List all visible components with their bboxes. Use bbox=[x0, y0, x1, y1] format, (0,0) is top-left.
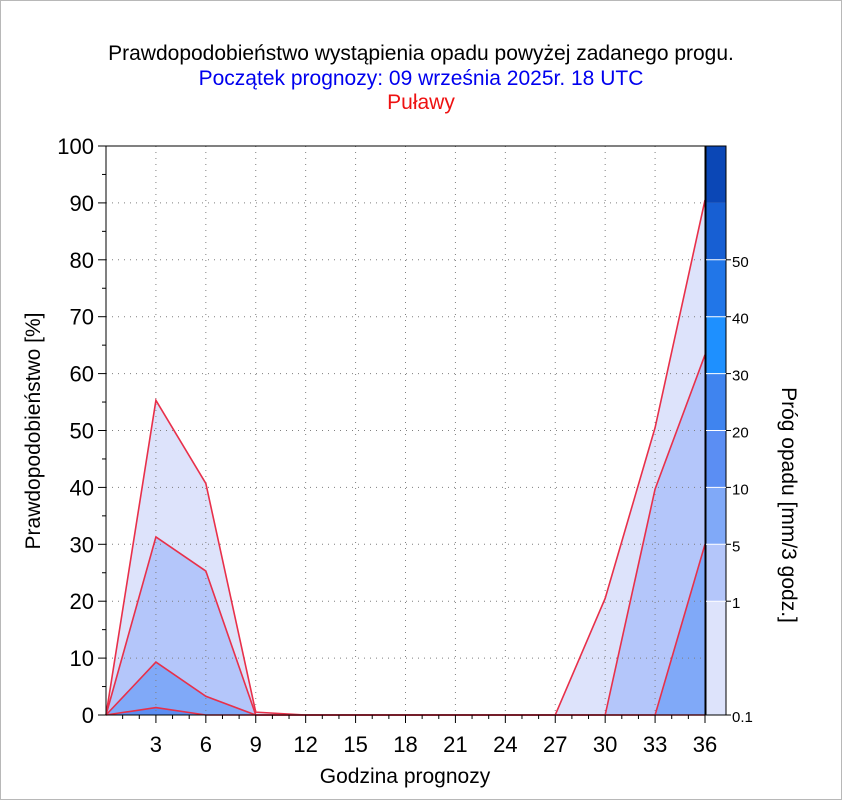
chart-location: Puławy bbox=[387, 91, 455, 114]
colorbar-tick-label: 5 bbox=[732, 538, 740, 555]
colorbar-tick-label: 0.1 bbox=[732, 709, 753, 726]
y-tick-label: 0 bbox=[82, 703, 94, 728]
colorbar-tick-label: 10 bbox=[732, 481, 749, 498]
x-tick-label: 15 bbox=[343, 732, 367, 757]
x-tick-label: 9 bbox=[250, 732, 262, 757]
y-tick-label: 60 bbox=[70, 362, 94, 387]
colorbar-segment bbox=[706, 316, 726, 374]
colorbar-segment bbox=[706, 259, 726, 317]
colorbar-segment bbox=[706, 544, 726, 602]
colorbar-tick-label: 1 bbox=[732, 595, 740, 612]
x-tick-label: 24 bbox=[493, 732, 517, 757]
colorbar-tick-label: 30 bbox=[732, 368, 749, 385]
y-tick-label: 100 bbox=[57, 134, 94, 159]
colorbar-tick-label: 40 bbox=[732, 311, 749, 328]
area-threshold-5 bbox=[106, 544, 705, 715]
x-tick-label: 27 bbox=[543, 732, 567, 757]
x-axis-label: Godzina prognozy bbox=[320, 765, 491, 788]
colorbar-segment bbox=[706, 601, 726, 715]
x-tick-label: 21 bbox=[443, 732, 467, 757]
x-tick-label: 18 bbox=[393, 732, 417, 757]
y-tick-label: 10 bbox=[70, 646, 94, 671]
x-tick-label: 3 bbox=[150, 732, 162, 757]
colorbar-segment bbox=[706, 430, 726, 488]
colorbar-segment bbox=[706, 373, 726, 431]
chart-subtitle: Początek prognozy: 09 września 2025r. 18… bbox=[198, 67, 644, 90]
colorbar-segment bbox=[706, 202, 726, 260]
colorbar-segment bbox=[706, 487, 726, 545]
y-tick-label: 40 bbox=[70, 475, 94, 500]
x-tick-label: 30 bbox=[593, 732, 617, 757]
y-tick-label: 70 bbox=[70, 305, 94, 330]
y-tick-label: 50 bbox=[70, 419, 94, 444]
colorbar-label: Próg opadu [mm/3 godz.] bbox=[777, 387, 800, 623]
colorbar-segment bbox=[706, 146, 726, 203]
x-tick-label: 36 bbox=[693, 732, 717, 757]
colorbar-tick-label: 20 bbox=[732, 425, 749, 442]
x-tick-label: 33 bbox=[643, 732, 667, 757]
y-tick-label: 90 bbox=[70, 191, 94, 216]
y-tick-label: 80 bbox=[70, 248, 94, 273]
y-tick-label: 20 bbox=[70, 589, 94, 614]
colorbar-tick-label: 50 bbox=[732, 254, 749, 271]
x-tick-label: 6 bbox=[200, 732, 212, 757]
y-tick-label: 30 bbox=[70, 532, 94, 557]
area-threshold-10 bbox=[106, 707, 705, 715]
y-axis-label: Prawdopodobieństwo [%] bbox=[22, 313, 45, 550]
chart-title: Prawdopodobieństwo wystąpienia opadu pow… bbox=[108, 42, 734, 65]
x-tick-label: 12 bbox=[293, 732, 317, 757]
